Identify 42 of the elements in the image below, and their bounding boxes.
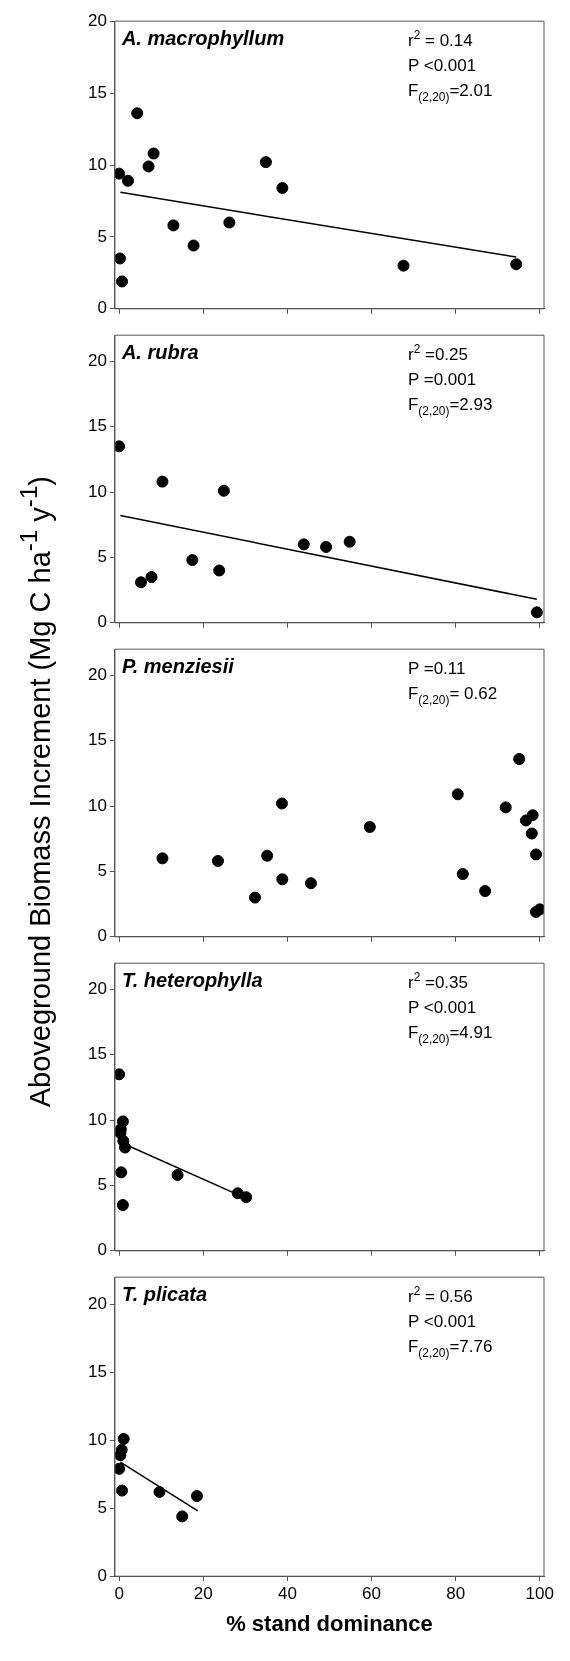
y-tick-label: 5 [97,226,107,246]
annotation: P <0.001 [407,56,477,76]
y-tick-label: 20 [87,979,107,999]
y-tick-label: 0 [97,612,107,632]
chart-title: T. heterophylla [121,969,263,992]
y-tick-label: 15 [87,1044,107,1064]
y-tick-label: 10 [87,154,107,174]
y-tick-label: 10 [87,1109,107,1129]
x-tick-label: 80 [446,1584,466,1604]
chart-title: T. plicata [121,1283,208,1306]
annotation: P =0.001 [407,370,477,390]
x-axis-title: % stand dominance [226,1610,433,1636]
y-tick-label: 10 [87,481,107,501]
chart-title: P. menziesii [121,655,235,678]
chart-title: A. rubra [120,341,199,364]
y-tick-label: 10 [87,1429,107,1449]
x-tick-label: 0 [114,1584,124,1604]
y-tick-label: 20 [87,665,107,685]
x-tick-label: 100 [525,1584,554,1604]
y-tick-label: 15 [87,416,107,436]
y-tick-label: 5 [97,1497,107,1517]
y-tick-label: 20 [87,10,107,30]
y-tick-label: 0 [97,926,107,946]
y-tick-label: 15 [87,82,107,102]
y-tick-label: 20 [87,1294,107,1314]
y-tick-label: 15 [87,1362,107,1382]
x-tick-label: 20 [193,1584,213,1604]
y-tick-label: 15 [87,730,107,750]
y-tick-label: 10 [87,795,107,815]
y-tick-label: 0 [97,1565,107,1585]
y-tick-label: 5 [97,547,107,567]
y-tick-label: 20 [87,351,107,371]
y-tick-label: 5 [97,1175,107,1195]
chart-title: A. macrophyllum [120,27,285,50]
y-tick-label: 5 [97,861,107,881]
x-tick-label: 60 [362,1584,381,1604]
annotation: P =0.11 [407,659,466,679]
x-tick-label: 40 [277,1584,297,1604]
annotation: P <0.001 [407,998,477,1018]
y-tick-label: 0 [97,1240,107,1260]
y-tick-label: 0 [97,298,107,318]
annotation: P <0.001 [407,1312,477,1332]
